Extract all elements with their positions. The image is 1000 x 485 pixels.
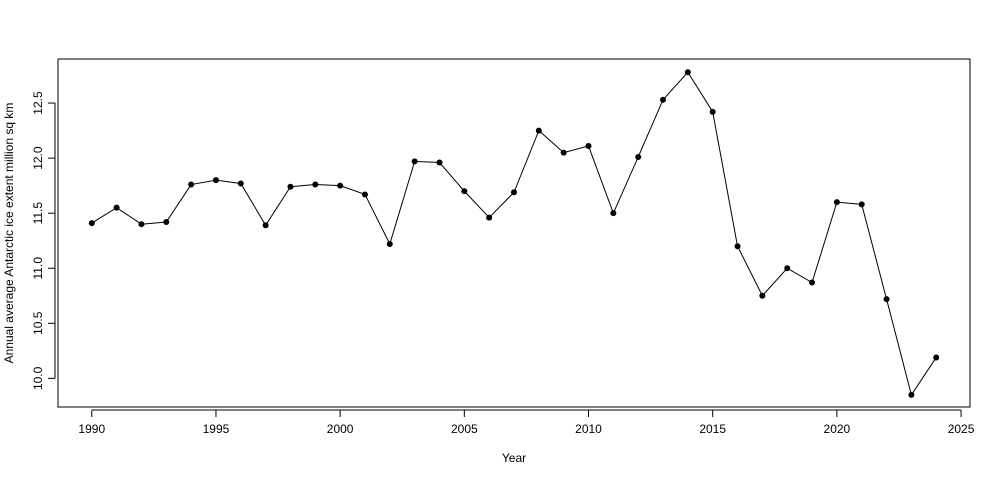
data-point bbox=[88, 220, 95, 227]
data-point bbox=[188, 181, 195, 188]
y-tick-label: 10.5 bbox=[31, 311, 45, 335]
data-point bbox=[684, 69, 691, 76]
data-point bbox=[585, 143, 592, 149]
y-tick-label: 11.5 bbox=[31, 202, 45, 225]
plot-frame bbox=[57, 58, 971, 408]
data-point bbox=[386, 241, 393, 248]
data-point bbox=[436, 159, 443, 166]
data-point bbox=[535, 127, 542, 134]
y-tick-label: 10.0 bbox=[31, 366, 45, 390]
data-point bbox=[287, 183, 294, 190]
data-point bbox=[635, 154, 642, 161]
data-point bbox=[933, 354, 940, 361]
x-tick-label: 2005 bbox=[451, 422, 478, 436]
data-point bbox=[237, 180, 244, 187]
data-point bbox=[908, 391, 915, 398]
y-axis-title: Annual average Antarctic ice extent mill… bbox=[2, 103, 16, 364]
x-tick-label: 2025 bbox=[948, 422, 975, 436]
data-point bbox=[610, 210, 617, 217]
data-point bbox=[138, 221, 145, 228]
data-point bbox=[809, 279, 816, 286]
x-tick-label: 1995 bbox=[203, 422, 230, 436]
data-point bbox=[784, 265, 791, 272]
x-tick-label: 2010 bbox=[575, 422, 602, 436]
x-tick-label: 1990 bbox=[78, 422, 105, 436]
data-point bbox=[511, 189, 517, 196]
data-point bbox=[560, 149, 567, 156]
data-point bbox=[262, 222, 269, 229]
data-point bbox=[163, 218, 170, 225]
data-point bbox=[709, 108, 716, 115]
data-point bbox=[883, 296, 890, 303]
data-point bbox=[759, 292, 766, 299]
data-point bbox=[212, 177, 219, 184]
data-point bbox=[660, 96, 667, 103]
data-point bbox=[337, 182, 344, 189]
x-tick-label: 2015 bbox=[699, 422, 726, 436]
x-tick-label: 2020 bbox=[824, 422, 851, 436]
data-point bbox=[113, 204, 120, 211]
x-tick-label: 2000 bbox=[327, 422, 354, 436]
data-point bbox=[486, 214, 493, 221]
y-tick-label: 12.0 bbox=[31, 146, 45, 170]
data-point bbox=[411, 158, 418, 165]
data-point bbox=[734, 243, 741, 250]
data-point bbox=[461, 188, 468, 195]
data-point bbox=[858, 201, 865, 208]
data-point bbox=[312, 181, 319, 188]
x-axis-title: Year bbox=[502, 451, 526, 465]
data-point bbox=[361, 191, 368, 198]
y-tick-label: 12.5 bbox=[31, 91, 45, 115]
data-point bbox=[833, 199, 840, 206]
y-tick-label: 11.0 bbox=[31, 257, 45, 280]
